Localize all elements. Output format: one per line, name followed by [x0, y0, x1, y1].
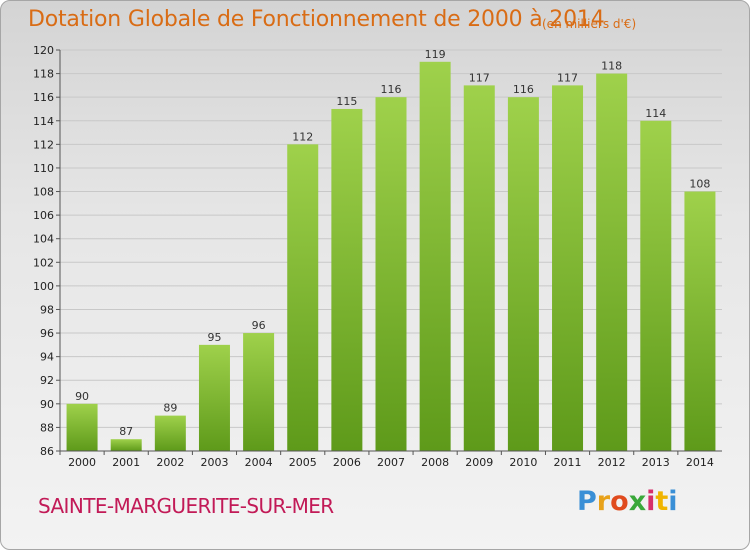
- y-tick-label: 88: [40, 421, 54, 434]
- x-tick-label: 2013: [642, 456, 670, 469]
- y-tick-label: 104: [33, 233, 54, 246]
- x-tick-label: 2006: [333, 456, 361, 469]
- bar-value-label: 96: [252, 319, 266, 332]
- x-tick-label: 2005: [289, 456, 317, 469]
- bar-value-label: 95: [207, 331, 221, 344]
- bar-2011: [552, 85, 584, 451]
- bar-value-label: 115: [336, 95, 357, 108]
- x-tick-label: 2009: [465, 456, 493, 469]
- x-tick-label: 2012: [598, 456, 626, 469]
- bar-value-label: 116: [381, 83, 402, 96]
- bar-2003: [198, 344, 230, 451]
- y-tick-label: 94: [40, 351, 54, 364]
- bar-value-label: 119: [425, 48, 446, 61]
- y-tick-label: 120: [33, 44, 54, 57]
- bars-layer: 90 87 89 95 96 112 115 116 119 117 116 117 118 114 108: [66, 48, 716, 452]
- bar-value-label: 118: [601, 60, 622, 73]
- logo-letter: x: [628, 486, 647, 517]
- bar-value-label: 89: [163, 402, 177, 415]
- bar-2014: [684, 191, 716, 451]
- bar-2010: [507, 97, 539, 452]
- bar-value-label: 117: [469, 71, 490, 84]
- bar-2001: [110, 439, 142, 451]
- y-tick-label: 102: [33, 256, 54, 269]
- logo-letter: i: [646, 486, 656, 517]
- axis-layer: 86 88 90 92 94 96 98 100 102 104 106 108 110 112 114 11…: [33, 44, 722, 469]
- place-name: SAINTE-MARGUERITE-SUR-MER: [38, 494, 334, 518]
- bar-value-label: 114: [645, 107, 666, 120]
- logo-letter: r: [596, 486, 611, 517]
- bar-value-label: 90: [75, 390, 89, 403]
- chart-title: Dotation Globale de Fonctionnement de 20…: [28, 7, 605, 32]
- y-tick-label: 90: [40, 398, 54, 411]
- bar-2000: [66, 403, 98, 451]
- y-tick-label: 112: [33, 138, 54, 151]
- x-tick-label: 2003: [200, 456, 228, 469]
- y-tick-label: 110: [33, 162, 54, 175]
- bar-2007: [375, 97, 407, 452]
- x-tick-label: 2014: [686, 456, 714, 469]
- x-tick-label: 2010: [509, 456, 537, 469]
- x-tick-label: 2004: [245, 456, 273, 469]
- bar-2005: [287, 144, 319, 451]
- y-tick-label: 118: [33, 68, 54, 81]
- y-tick-label: 98: [40, 303, 54, 316]
- y-tick-label: 96: [40, 327, 54, 340]
- x-tick-label: 2000: [68, 456, 96, 469]
- bar-2006: [331, 108, 363, 452]
- proxiti-logo: Proxiti: [577, 486, 678, 517]
- x-tick-label: 2007: [377, 456, 405, 469]
- x-tick-label: 2001: [112, 456, 140, 469]
- x-tick-label: 2008: [421, 456, 449, 469]
- x-tick-label: 2002: [156, 456, 184, 469]
- x-tick-label: 2011: [554, 456, 582, 469]
- bar-value-label: 116: [513, 83, 534, 96]
- logo-letter: i: [668, 486, 678, 517]
- bar-value-label: 117: [557, 71, 578, 84]
- y-tick-label: 86: [40, 445, 54, 458]
- logo-letter: P: [577, 486, 597, 517]
- y-tick-label: 116: [33, 91, 54, 104]
- y-tick-label: 108: [33, 186, 54, 199]
- y-tick-label: 100: [33, 280, 54, 293]
- logo-letter: t: [655, 486, 669, 517]
- bar-2013: [640, 120, 672, 451]
- y-tick-label: 114: [33, 115, 54, 128]
- bar-2008: [419, 61, 451, 451]
- chart-subtitle: (en milliers d'€): [542, 17, 637, 31]
- bar-2004: [243, 333, 275, 451]
- bar-value-label: 112: [292, 130, 313, 143]
- y-tick-label: 92: [40, 374, 54, 387]
- bar-2009: [463, 85, 495, 451]
- logo-letter: o: [610, 486, 629, 517]
- y-tick-label: 106: [33, 209, 54, 222]
- bar-value-label: 87: [119, 425, 133, 438]
- bar-value-label: 108: [689, 178, 710, 191]
- bar-2002: [154, 415, 186, 451]
- bar-2012: [596, 73, 628, 452]
